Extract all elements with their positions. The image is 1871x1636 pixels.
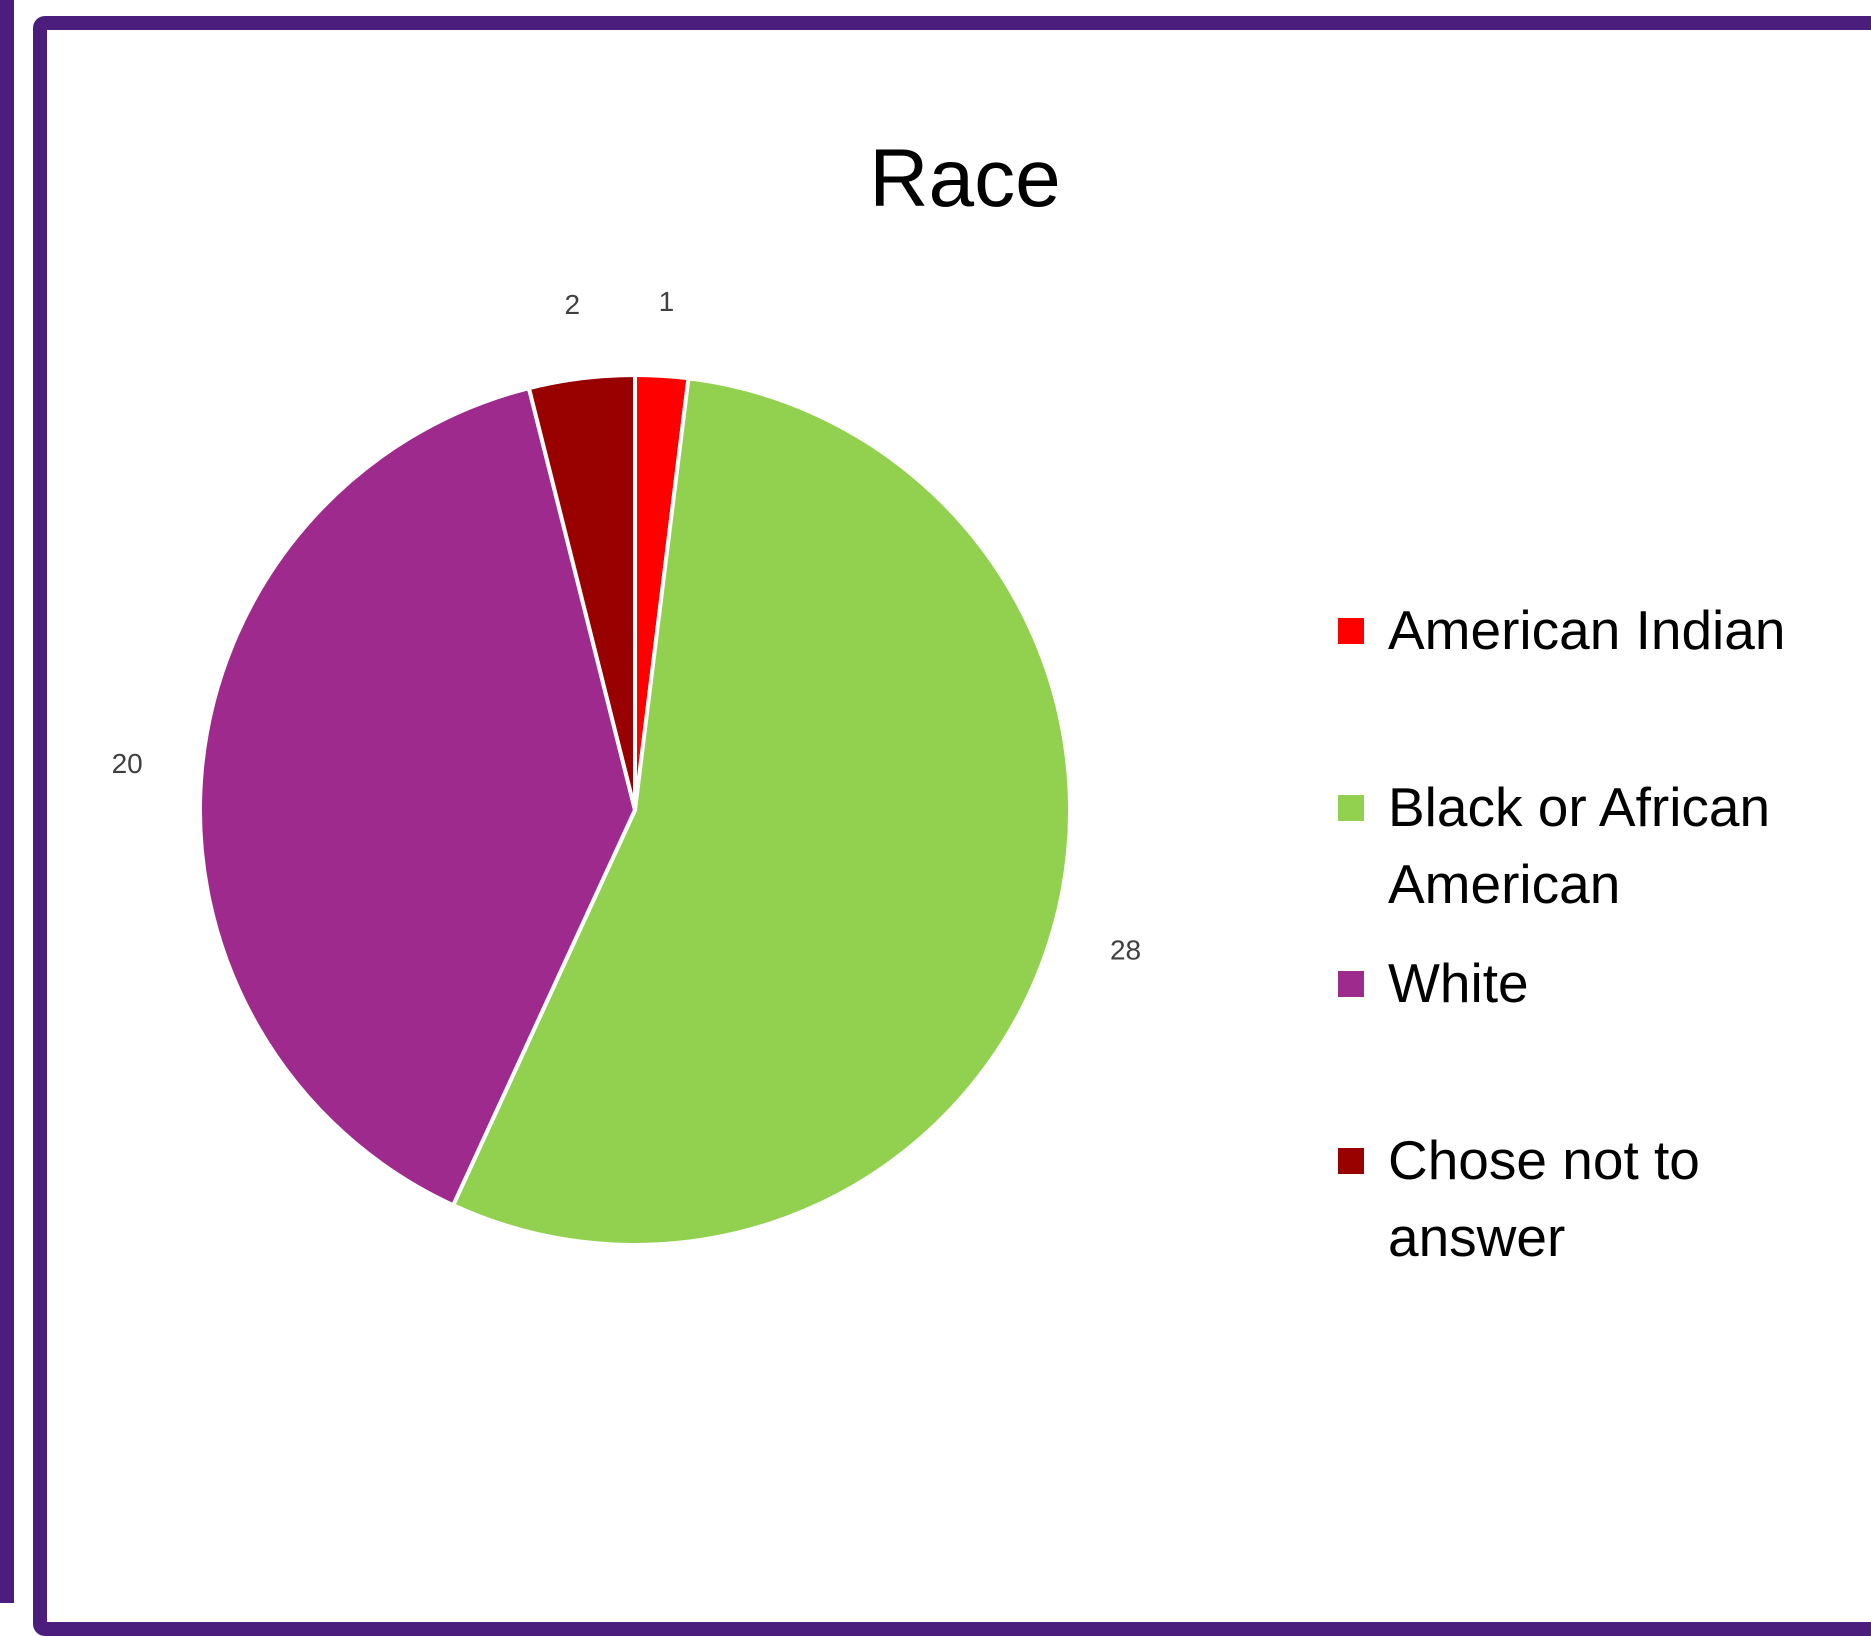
data-label: 1 bbox=[659, 286, 675, 317]
data-label: 28 bbox=[1110, 935, 1141, 966]
legend-swatch bbox=[1338, 971, 1364, 997]
pie-slice-white bbox=[198, 386, 637, 1208]
pie-chart: 1 28 20 2 bbox=[112, 286, 1141, 1247]
legend-label: American bbox=[1388, 853, 1621, 915]
chart-title: Race bbox=[869, 133, 1061, 224]
left-border-strip bbox=[0, 0, 14, 1603]
data-label: 2 bbox=[565, 289, 581, 320]
legend-swatch bbox=[1338, 1148, 1364, 1174]
pie-slice-black-or-african-american bbox=[451, 376, 1072, 1247]
legend-label: answer bbox=[1388, 1206, 1566, 1268]
data-label: 20 bbox=[112, 748, 143, 779]
legend-swatch bbox=[1338, 618, 1364, 644]
pie-slice-chose-not-to-answer bbox=[526, 373, 637, 812]
legend-label: Black or African bbox=[1388, 776, 1771, 838]
legend-label: Chose not to bbox=[1388, 1129, 1700, 1191]
legend-label: American Indian bbox=[1388, 599, 1786, 661]
legend-label: White bbox=[1388, 952, 1529, 1014]
legend-swatch bbox=[1338, 795, 1364, 821]
